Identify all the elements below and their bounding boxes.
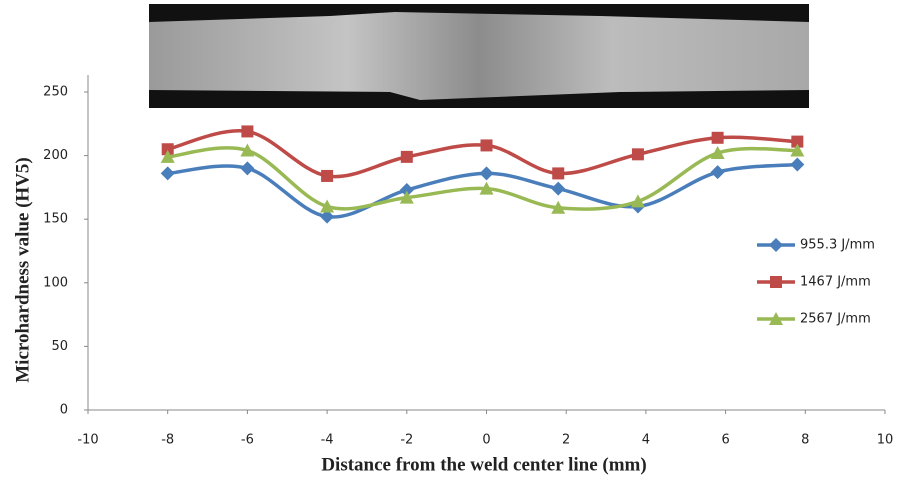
data-point bbox=[552, 167, 564, 179]
legend-label: 2567 J/mm bbox=[800, 312, 871, 327]
chart: Distance from the weld center line (mm) … bbox=[0, 0, 901, 483]
y-tick-label: 100 bbox=[43, 275, 68, 290]
data-point bbox=[632, 148, 644, 160]
legend-marker bbox=[770, 276, 782, 288]
x-tick-label: 10 bbox=[877, 433, 894, 448]
legend-label: 955.3 J/mm bbox=[800, 238, 875, 253]
series-line bbox=[168, 131, 798, 177]
x-tick-label: 0 bbox=[482, 433, 490, 448]
data-point bbox=[480, 166, 494, 180]
data-point bbox=[711, 165, 725, 179]
x-tick-label: -6 bbox=[241, 433, 254, 448]
x-tick-label: -2 bbox=[400, 433, 413, 448]
x-tick-label: 4 bbox=[642, 433, 650, 448]
x-tick-label: -8 bbox=[161, 433, 174, 448]
y-axis-title: Microhardness value (HV5) bbox=[12, 157, 33, 383]
data-point bbox=[401, 151, 413, 163]
x-tick-label: 2 bbox=[562, 433, 570, 448]
x-axis-title: Distance from the weld center line (mm) bbox=[321, 454, 646, 475]
x-tick-label: 6 bbox=[721, 433, 729, 448]
y-tick-label: 250 bbox=[43, 85, 68, 100]
y-tick-label: 0 bbox=[60, 403, 68, 418]
data-point bbox=[321, 170, 333, 182]
data-point bbox=[241, 125, 253, 137]
data-point bbox=[161, 166, 175, 180]
data-point bbox=[790, 158, 804, 172]
x-tick-label: 8 bbox=[801, 433, 809, 448]
legend-label: 1467 J/mm bbox=[800, 275, 871, 290]
legend-marker bbox=[769, 238, 783, 252]
x-tick-label: -4 bbox=[321, 433, 334, 448]
y-tick-label: 200 bbox=[43, 148, 68, 163]
y-tick-label: 50 bbox=[51, 339, 68, 354]
data-point bbox=[551, 182, 565, 196]
weld-photo bbox=[149, 4, 809, 108]
data-point bbox=[481, 139, 493, 151]
data-point bbox=[712, 132, 724, 144]
data-point bbox=[240, 161, 254, 175]
x-tick-label: -10 bbox=[77, 433, 98, 448]
y-tick-label: 150 bbox=[43, 212, 68, 227]
